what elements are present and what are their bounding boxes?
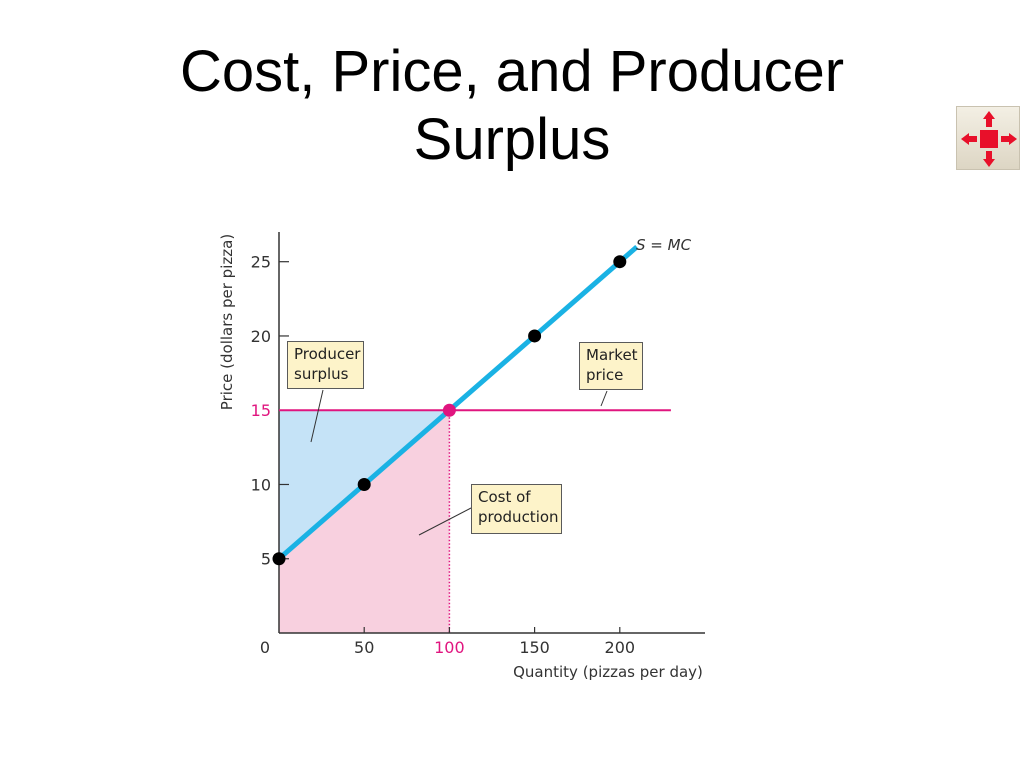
producer-surplus-label-line-2: surplus xyxy=(294,365,349,383)
slide-title: Cost, Price, and Producer Surplus xyxy=(0,38,1024,174)
producer-surplus-label-line-1: Producer xyxy=(294,345,361,363)
cost-of-production-leader xyxy=(418,507,472,536)
arrows-inward-icon xyxy=(961,111,1017,167)
navigation-button[interactable] xyxy=(956,106,1020,170)
title-line-1: Cost, Price, and Producer xyxy=(179,39,845,104)
supply-point xyxy=(613,255,627,269)
cost-of-production-label-line-2: production xyxy=(478,508,559,526)
cost-of-production-label-line-1: Cost of xyxy=(478,488,531,506)
supply-point xyxy=(272,552,286,566)
producer-surplus-leader xyxy=(310,389,324,443)
x-axis-label: Quantity (pizzas per day) xyxy=(513,663,703,681)
supply-curve xyxy=(277,244,639,561)
market-price-label: Market price xyxy=(579,342,643,390)
y-tick-label: 5 xyxy=(261,550,271,569)
supply-curve-label: S = MC xyxy=(636,236,692,254)
y-tick-label: 15 xyxy=(251,401,271,420)
x-tick-label: 0 xyxy=(260,638,270,657)
market-price-label-line-2: price xyxy=(586,366,624,384)
cost-of-production-label: Cost of production xyxy=(471,484,562,534)
market-price-label-line-1: Market xyxy=(586,346,638,364)
title-line-2: Surplus xyxy=(413,107,611,172)
x-tick-label: 50 xyxy=(354,638,374,657)
supply-point xyxy=(357,477,371,491)
cost-of-production-area xyxy=(279,410,450,633)
y-axis-label: Price (dollars per pizza) xyxy=(218,234,236,410)
supply-point xyxy=(528,329,542,343)
equilibrium-point xyxy=(442,403,456,417)
market-price-leader xyxy=(600,390,608,407)
y-tick-label: 10 xyxy=(251,475,271,494)
x-tick-label: 100 xyxy=(434,638,465,657)
producer-surplus-label: Producer surplus xyxy=(287,341,364,389)
y-tick-label: 25 xyxy=(251,253,271,272)
y-tick-label: 20 xyxy=(251,327,271,346)
x-tick-label: 150 xyxy=(519,638,550,657)
x-tick-label: 200 xyxy=(605,638,636,657)
